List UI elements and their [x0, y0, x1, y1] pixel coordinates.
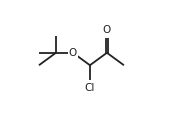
Text: Cl: Cl [85, 83, 95, 93]
Text: O: O [69, 48, 77, 58]
Text: O: O [103, 25, 111, 35]
